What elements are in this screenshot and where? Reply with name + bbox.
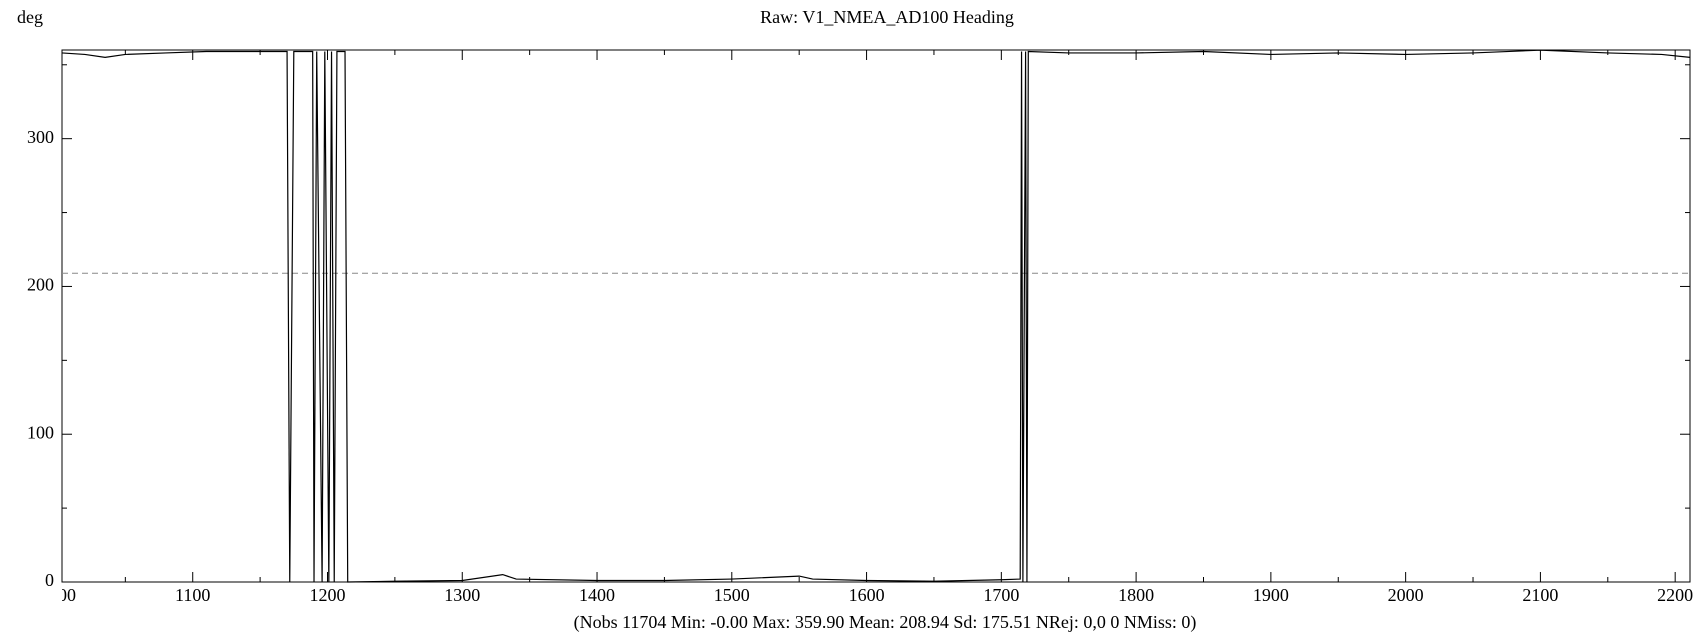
- x-tick-label: 1900: [1253, 585, 1289, 605]
- x-tick-label: 1500: [714, 585, 750, 605]
- x-tick-label: 1100: [175, 585, 210, 605]
- x-tick-label: 1000: [40, 585, 76, 605]
- chart-title: Raw: V1_NMEA_AD100 Heading: [760, 7, 1014, 27]
- y-tick-label: 0: [45, 570, 54, 590]
- x-tick-labels: 1000 1100 1200 1300 1400 1500 1600 1700 1800 1900…: [40, 585, 1693, 605]
- x-tick-label: 1800: [1118, 585, 1154, 605]
- data-line: [61, 49, 1691, 583]
- y-tick-label: 200: [27, 275, 54, 295]
- y-axis-label: deg: [17, 7, 43, 27]
- x-tick-label: 2200: [1657, 585, 1693, 605]
- x-tick-label: 1700: [983, 585, 1019, 605]
- plot-frame: [61, 49, 1691, 583]
- x-tick-label: 2100: [1522, 585, 1558, 605]
- x-tick-label: 1600: [849, 585, 885, 605]
- x-tick-label: 1300: [444, 585, 480, 605]
- y-tick-label: 100: [27, 422, 54, 442]
- x-tick-label: 1200: [309, 585, 345, 605]
- x-tick-label: 1400: [579, 585, 615, 605]
- footer-stats: (Nobs 11704 Min: -0.00 Max: 359.90 Mean:…: [574, 612, 1197, 633]
- x-tick-label: 2000: [1388, 585, 1424, 605]
- y-tick-label: 300: [27, 127, 54, 147]
